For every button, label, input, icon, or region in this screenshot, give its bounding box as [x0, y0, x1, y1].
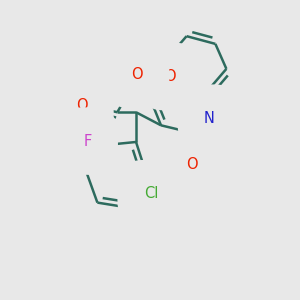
Text: Cl: Cl — [144, 186, 158, 201]
Text: O: O — [76, 98, 88, 113]
Text: N: N — [204, 111, 215, 126]
Text: O: O — [131, 67, 143, 82]
Text: O: O — [186, 158, 197, 172]
Text: F: F — [83, 134, 92, 148]
Text: O: O — [164, 69, 176, 84]
